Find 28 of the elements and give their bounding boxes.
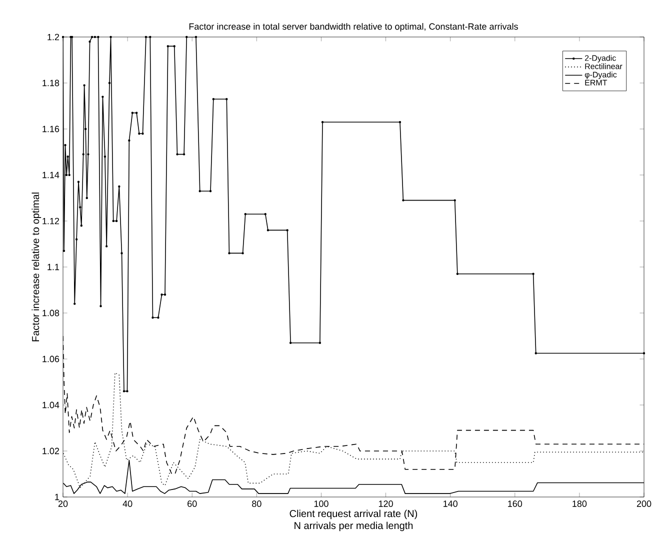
x-tick-label: 20 (58, 500, 68, 507)
legend-label: φ-Dyadic (584, 72, 617, 80)
x-tick-label: 40 (122, 500, 132, 507)
y-tick-label: 1.18 (42, 80, 60, 86)
legend-label: 2-Dyadic (584, 54, 616, 62)
y-tick-label: 1.06 (42, 356, 60, 362)
y-tick-label: 1.16 (42, 126, 60, 132)
y-tick-label: 1.12 (42, 218, 60, 224)
x-tick-label: 140 (444, 500, 458, 507)
x-tick-label: 160 (508, 500, 522, 507)
y-tick-label: 1.2 (48, 34, 60, 40)
x-tick-label: 200 (636, 500, 652, 507)
y-tick-label: 1.08 (42, 310, 60, 316)
y-axis-title: Factor increase relative to optimal (32, 192, 42, 342)
y-tick-label: 1.02 (42, 448, 60, 454)
chart-title: Factor increase in total server bandwidth relative to optimal, Constant-Rate arrivals (189, 23, 518, 32)
x-tick-label: 60 (188, 500, 197, 507)
y-tick-label: 1.1 (48, 264, 60, 270)
y-tick-label: 1.04 (42, 402, 60, 408)
x-tick-label: 100 (314, 500, 328, 507)
x-axis-title: Client request arrival rate (N) N arrivals per media length (290, 510, 418, 532)
x-tick-label: 80 (252, 500, 262, 507)
x-tick-label: 120 (378, 500, 393, 507)
y-tick-label: 1.14 (42, 172, 60, 178)
x-tick-label: 180 (572, 500, 587, 507)
legend-label: ERMT (585, 80, 608, 86)
legend-label: Rectilinear (585, 63, 622, 70)
y-tick-label: 1 (55, 494, 60, 500)
